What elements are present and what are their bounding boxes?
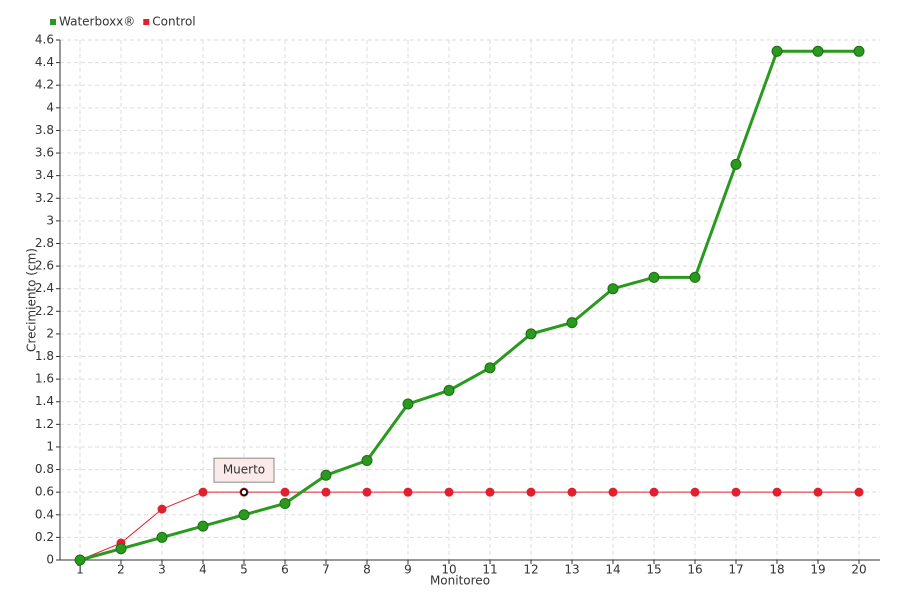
y-tick-label: 2 bbox=[46, 326, 54, 340]
data-point bbox=[689, 271, 701, 283]
x-tick-label: 4 bbox=[199, 563, 207, 577]
legend-swatch bbox=[143, 19, 150, 25]
y-tick-label: 1 bbox=[46, 439, 54, 453]
x-tick-label: 10 bbox=[441, 563, 456, 577]
data-point bbox=[157, 504, 167, 514]
y-axis-label: Crecimiento (cm) bbox=[25, 248, 39, 352]
data-point bbox=[115, 543, 127, 555]
data-point bbox=[607, 283, 619, 295]
data-point bbox=[74, 554, 86, 566]
x-tick-label: 7 bbox=[322, 563, 330, 577]
y-tick-label: 3.6 bbox=[35, 146, 54, 160]
annotation-marker bbox=[240, 488, 248, 496]
x-tick-label: 3 bbox=[158, 563, 166, 577]
x-tick-label: 14 bbox=[605, 563, 620, 577]
y-tick-label: 0.6 bbox=[35, 485, 54, 499]
y-tick-label: 0 bbox=[46, 553, 54, 567]
data-point bbox=[320, 469, 332, 481]
data-point bbox=[690, 487, 700, 497]
data-point bbox=[198, 487, 208, 497]
y-tick-label: 1.2 bbox=[35, 417, 54, 431]
data-point bbox=[485, 487, 495, 497]
data-point bbox=[853, 45, 865, 57]
y-tick-label: 3.8 bbox=[35, 123, 54, 137]
legend-label: Control bbox=[152, 15, 195, 29]
x-tick-label: 11 bbox=[482, 563, 497, 577]
y-tick-label: 4.6 bbox=[35, 33, 54, 47]
y-tick-label: 1.6 bbox=[35, 372, 54, 386]
data-point bbox=[731, 487, 741, 497]
y-tick-label: 0.4 bbox=[35, 507, 54, 521]
y-tick-label: 3.4 bbox=[35, 168, 54, 182]
annotation-box bbox=[213, 457, 275, 483]
data-point bbox=[649, 487, 659, 497]
y-tick-label: 2.8 bbox=[35, 236, 54, 250]
data-point bbox=[156, 531, 168, 543]
data-point bbox=[362, 487, 372, 497]
x-tick-label: 16 bbox=[687, 563, 702, 577]
x-tick-label: 1 bbox=[76, 563, 84, 577]
data-point bbox=[730, 158, 742, 170]
data-point bbox=[771, 45, 783, 57]
x-tick-label: 5 bbox=[240, 563, 248, 577]
data-point bbox=[279, 497, 291, 509]
y-tick-label: 3.2 bbox=[35, 191, 54, 205]
data-point bbox=[525, 328, 537, 340]
data-point bbox=[403, 487, 413, 497]
series-line bbox=[79, 491, 859, 561]
data-point bbox=[238, 509, 250, 521]
y-tick-label: 0.2 bbox=[35, 530, 54, 544]
data-point bbox=[812, 45, 824, 57]
x-tick-label: 13 bbox=[564, 563, 579, 577]
data-point bbox=[526, 487, 536, 497]
x-tick-label: 8 bbox=[363, 563, 371, 577]
data-point bbox=[444, 487, 454, 497]
series-line bbox=[79, 49, 859, 562]
x-tick-label: 20 bbox=[851, 563, 866, 577]
y-tick-label: 2.6 bbox=[35, 259, 54, 273]
data-point bbox=[854, 487, 864, 497]
annotation-text: Muerto bbox=[223, 463, 265, 477]
data-point bbox=[772, 487, 782, 497]
y-tick-label: 3 bbox=[46, 213, 54, 227]
x-tick-label: 15 bbox=[646, 563, 661, 577]
data-point bbox=[402, 398, 414, 410]
legend-swatch bbox=[50, 19, 56, 25]
x-tick-label: 2 bbox=[117, 563, 125, 577]
data-point bbox=[321, 487, 331, 497]
y-tick-label: 1.4 bbox=[35, 394, 54, 408]
x-axis-label: Monitoreo bbox=[430, 574, 490, 588]
data-point bbox=[443, 384, 455, 396]
data-point bbox=[280, 487, 290, 497]
x-tick-label: 9 bbox=[404, 563, 412, 577]
y-tick-label: 0.8 bbox=[35, 462, 54, 476]
y-tick-label: 4.4 bbox=[35, 55, 54, 69]
data-point bbox=[567, 487, 577, 497]
data-point bbox=[197, 520, 209, 532]
y-tick-label: 2.2 bbox=[35, 304, 54, 318]
y-tick-label: 1.8 bbox=[35, 349, 54, 363]
data-point bbox=[648, 271, 660, 283]
x-tick-label: 18 bbox=[769, 563, 784, 577]
x-tick-label: 17 bbox=[728, 563, 743, 577]
data-point bbox=[813, 487, 823, 497]
y-tick-label: 2.4 bbox=[35, 281, 54, 295]
y-tick-label: 4.2 bbox=[35, 78, 54, 92]
data-point bbox=[361, 455, 373, 467]
data-point bbox=[608, 487, 618, 497]
x-tick-label: 6 bbox=[281, 563, 289, 577]
data-point bbox=[566, 317, 578, 329]
legend-label: Waterboxx® bbox=[59, 15, 135, 29]
data-point bbox=[484, 362, 496, 374]
x-tick-label: 12 bbox=[523, 563, 538, 577]
x-tick-label: 19 bbox=[810, 563, 825, 577]
y-tick-label: 4 bbox=[46, 100, 54, 114]
